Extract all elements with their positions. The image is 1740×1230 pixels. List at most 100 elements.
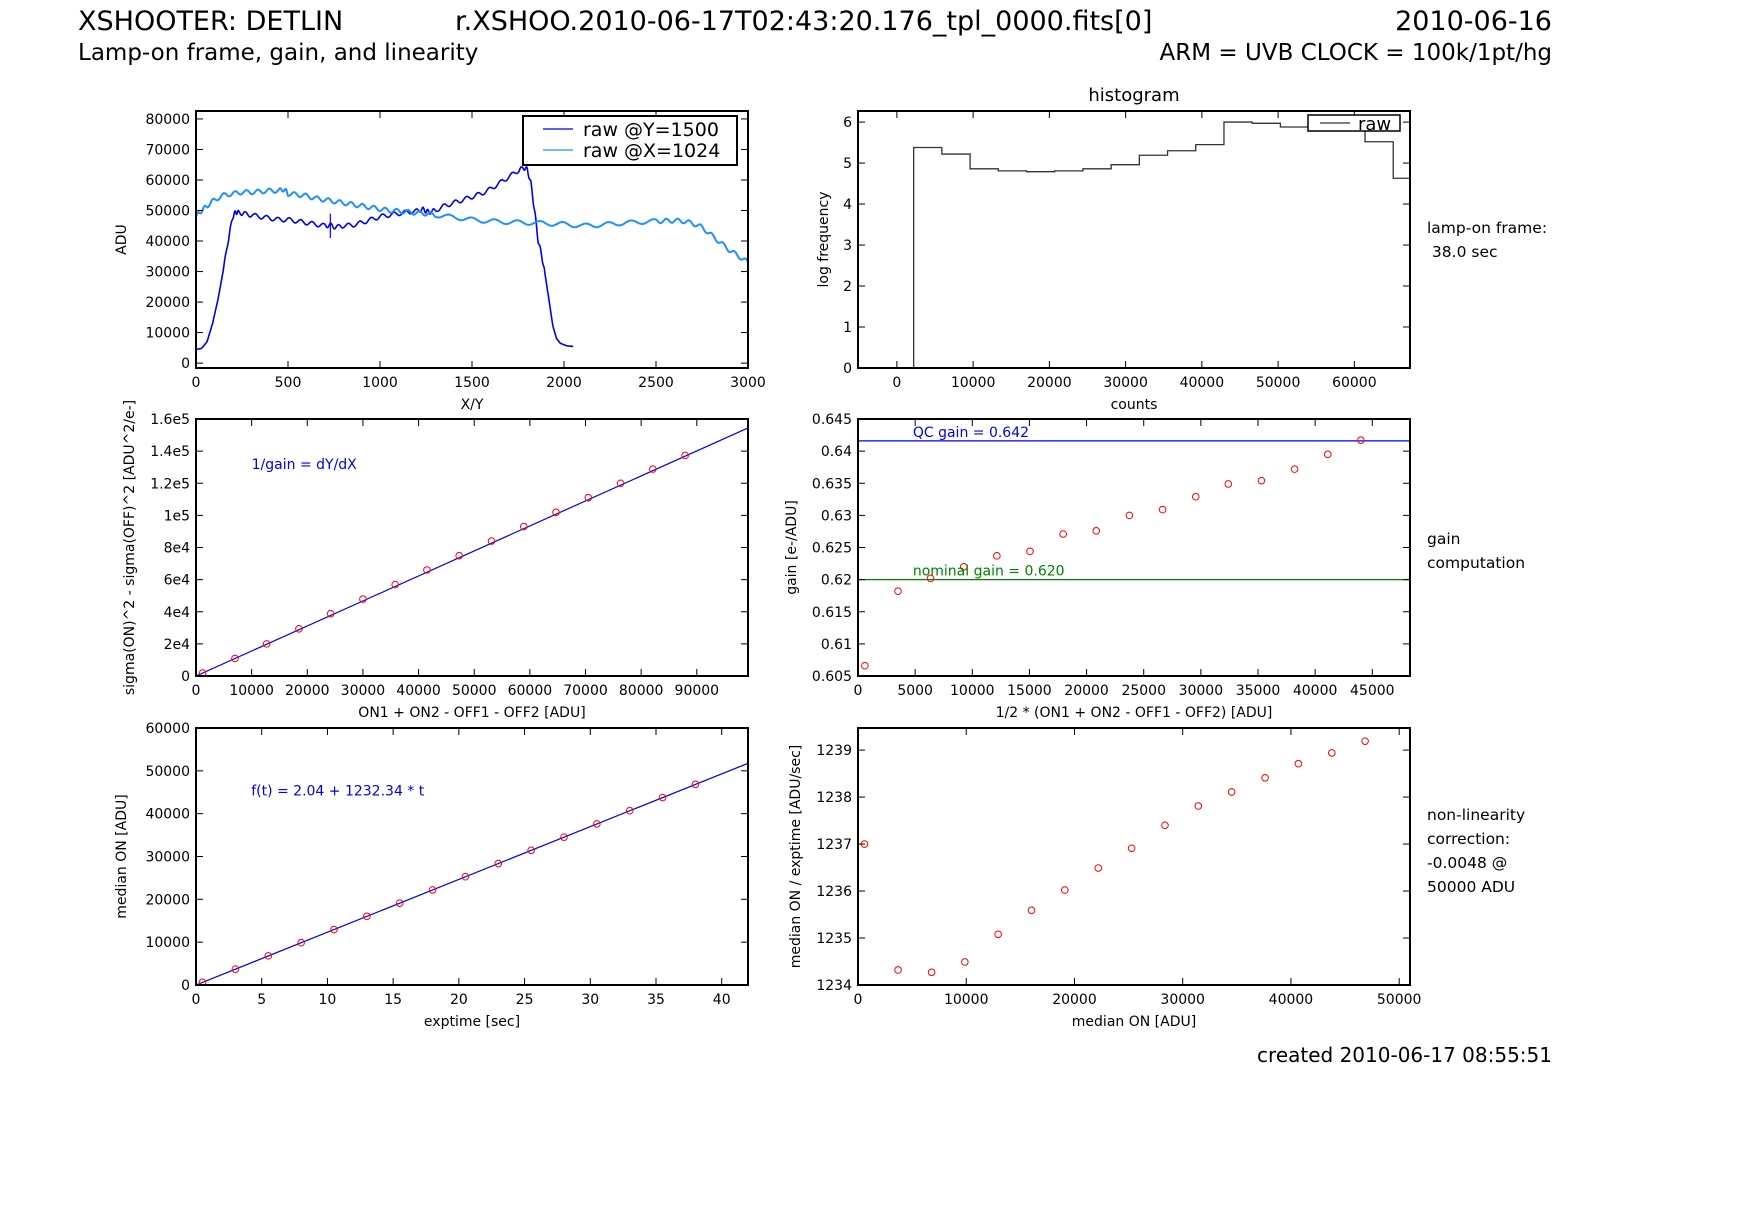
gain-note-line: gain bbox=[1427, 530, 1461, 548]
data-point bbox=[894, 966, 902, 974]
y-tick-label: 0.64 bbox=[821, 444, 852, 460]
data-point bbox=[649, 465, 657, 473]
y-tick-label: 1.2e5 bbox=[150, 476, 190, 492]
plot-frame bbox=[195, 727, 749, 986]
y-tick-label: 0 bbox=[181, 356, 190, 372]
x-axis-label: ON1 + ON2 - OFF1 - OFF2 [ADU] bbox=[358, 705, 585, 721]
arm-clock-info: ARM = UVB CLOCK = 100k/1pt/hg bbox=[1159, 40, 1552, 66]
plot-area bbox=[858, 436, 1410, 670]
x-tick-label: 1500 bbox=[454, 375, 490, 391]
x-tick-label: 40000 bbox=[1180, 375, 1225, 391]
y-tick-label: 10000 bbox=[145, 326, 190, 342]
fit-line bbox=[196, 762, 748, 985]
x-tick-label: 25 bbox=[516, 992, 534, 1008]
x-tick-label: 70000 bbox=[563, 683, 608, 699]
y-tick-label: 40000 bbox=[145, 807, 190, 823]
data-point bbox=[423, 566, 431, 574]
x-tick-label: 5000 bbox=[897, 683, 933, 699]
x-tick-label: 40 bbox=[713, 992, 731, 1008]
data-point bbox=[494, 859, 503, 868]
reference-line-label-0: QC gain = 0.642 bbox=[913, 425, 1029, 441]
y-tick-label: 60000 bbox=[145, 173, 190, 189]
data-point bbox=[681, 451, 689, 460]
y-tick-label: 60000 bbox=[145, 721, 190, 737]
annotation: f(t) = 2.04 + 1232.34 * t bbox=[251, 784, 425, 800]
x-tick-label: 0 bbox=[192, 375, 201, 391]
data-point bbox=[262, 640, 271, 648]
data-point bbox=[326, 609, 335, 618]
y-tick-label: 6e4 bbox=[164, 573, 191, 589]
nonlinearity-note-line: 50000 ADU bbox=[1427, 878, 1516, 896]
legend-label-1: raw @X=1024 bbox=[583, 140, 720, 162]
x-tick-label: 35000 bbox=[1236, 683, 1281, 699]
chart-histogram: 0 10000 20000 30000 40000 50000 60000 0 1 2 3 4 5 6 co… bbox=[816, 85, 1411, 413]
data-point bbox=[461, 872, 470, 881]
plot-frame bbox=[857, 110, 1411, 369]
data-point bbox=[1261, 774, 1269, 782]
data-point bbox=[1357, 436, 1365, 445]
data-point bbox=[961, 958, 969, 966]
x-tick-label: 30000 bbox=[1160, 992, 1205, 1008]
y-axis-label: ADU bbox=[114, 224, 130, 255]
created-timestamp: created 2010-06-17 08:55:51 bbox=[1257, 1043, 1552, 1067]
data-point bbox=[231, 965, 240, 973]
histogram-bin bbox=[942, 154, 970, 368]
y-tick-label: 1e5 bbox=[164, 508, 190, 524]
y-axis-label: median ON [ADU] bbox=[114, 794, 130, 918]
y-axis-label: sigma(ON)^2 - sigma(OFF)^2 [ADU^2/e-] bbox=[122, 400, 138, 695]
y-tick-label: 0.62 bbox=[821, 573, 852, 589]
x-tick-label: 10000 bbox=[944, 992, 989, 1008]
x-tick-label: 25000 bbox=[1121, 683, 1166, 699]
x-tick-label: 30 bbox=[581, 992, 599, 1008]
histogram-bin bbox=[1111, 165, 1139, 368]
report-subtitle: Lamp-on frame, gain, and linearity bbox=[78, 40, 479, 66]
y-tick-label: 0.61 bbox=[821, 637, 852, 653]
y-tick-label: 2 bbox=[843, 279, 852, 295]
data-point bbox=[1027, 906, 1036, 915]
histogram-bin bbox=[970, 169, 998, 368]
y-tick-label: 5 bbox=[843, 156, 852, 172]
data-point bbox=[1158, 505, 1167, 514]
data-point bbox=[1092, 526, 1101, 535]
legend-box bbox=[522, 115, 738, 166]
x-tick-label: 20000 bbox=[1052, 992, 1097, 1008]
y-tick-label: 50000 bbox=[145, 204, 190, 220]
data-point bbox=[658, 793, 667, 802]
x-tick-label: 500 bbox=[275, 375, 302, 391]
x-tick-label: 20000 bbox=[1064, 683, 1109, 699]
data-point bbox=[1191, 492, 1200, 501]
chart-title: histogram bbox=[1088, 85, 1179, 106]
data-point bbox=[1094, 864, 1103, 872]
data-point bbox=[926, 574, 935, 583]
chart-linearity: 0 5 10 15 20 25 30 35 40 0 10000 20000 30000 40000 500… bbox=[114, 721, 749, 1030]
data-point bbox=[198, 669, 207, 676]
histogram-bin bbox=[1196, 145, 1224, 368]
data-point bbox=[395, 899, 404, 907]
y-tick-label: 70000 bbox=[145, 142, 190, 158]
x-tick-label: 40000 bbox=[1293, 683, 1338, 699]
data-point bbox=[625, 806, 634, 815]
data-point bbox=[297, 938, 305, 947]
data-point bbox=[560, 833, 568, 841]
data-point bbox=[198, 978, 207, 985]
report-filename: r.XSHOO.2010-06-17T02:43:20.176_tpl_0000… bbox=[455, 6, 1153, 37]
data-point bbox=[1194, 802, 1203, 810]
x-tick-label: 60000 bbox=[1332, 375, 1377, 391]
x-tick-label: 3000 bbox=[730, 375, 766, 391]
data-point bbox=[552, 508, 560, 517]
series-line-0 bbox=[196, 165, 574, 351]
nonlinearity-note-line: non-linearity bbox=[1427, 806, 1526, 824]
chart-nonlinearity: 0 10000 20000 30000 40000 50000 1234 1235 1236 12… bbox=[788, 727, 1422, 1030]
lamp-on-note-line: lamp-on frame: bbox=[1427, 219, 1548, 237]
nonlinearity-note-line: -0.0048 @ bbox=[1427, 854, 1508, 872]
x-axis-label: X/Y bbox=[461, 397, 484, 413]
lamp-on-note-line: 38.0 sec bbox=[1427, 243, 1498, 261]
data-point bbox=[593, 820, 601, 828]
x-tick-label: 50000 bbox=[452, 683, 497, 699]
y-tick-label: 0.645 bbox=[812, 412, 852, 428]
x-tick-label: 40000 bbox=[396, 683, 441, 699]
x-tick-label: 50000 bbox=[1377, 992, 1422, 1008]
x-tick-label: 0 bbox=[854, 992, 863, 1008]
data-point bbox=[1327, 749, 1336, 757]
data-point bbox=[584, 493, 593, 502]
